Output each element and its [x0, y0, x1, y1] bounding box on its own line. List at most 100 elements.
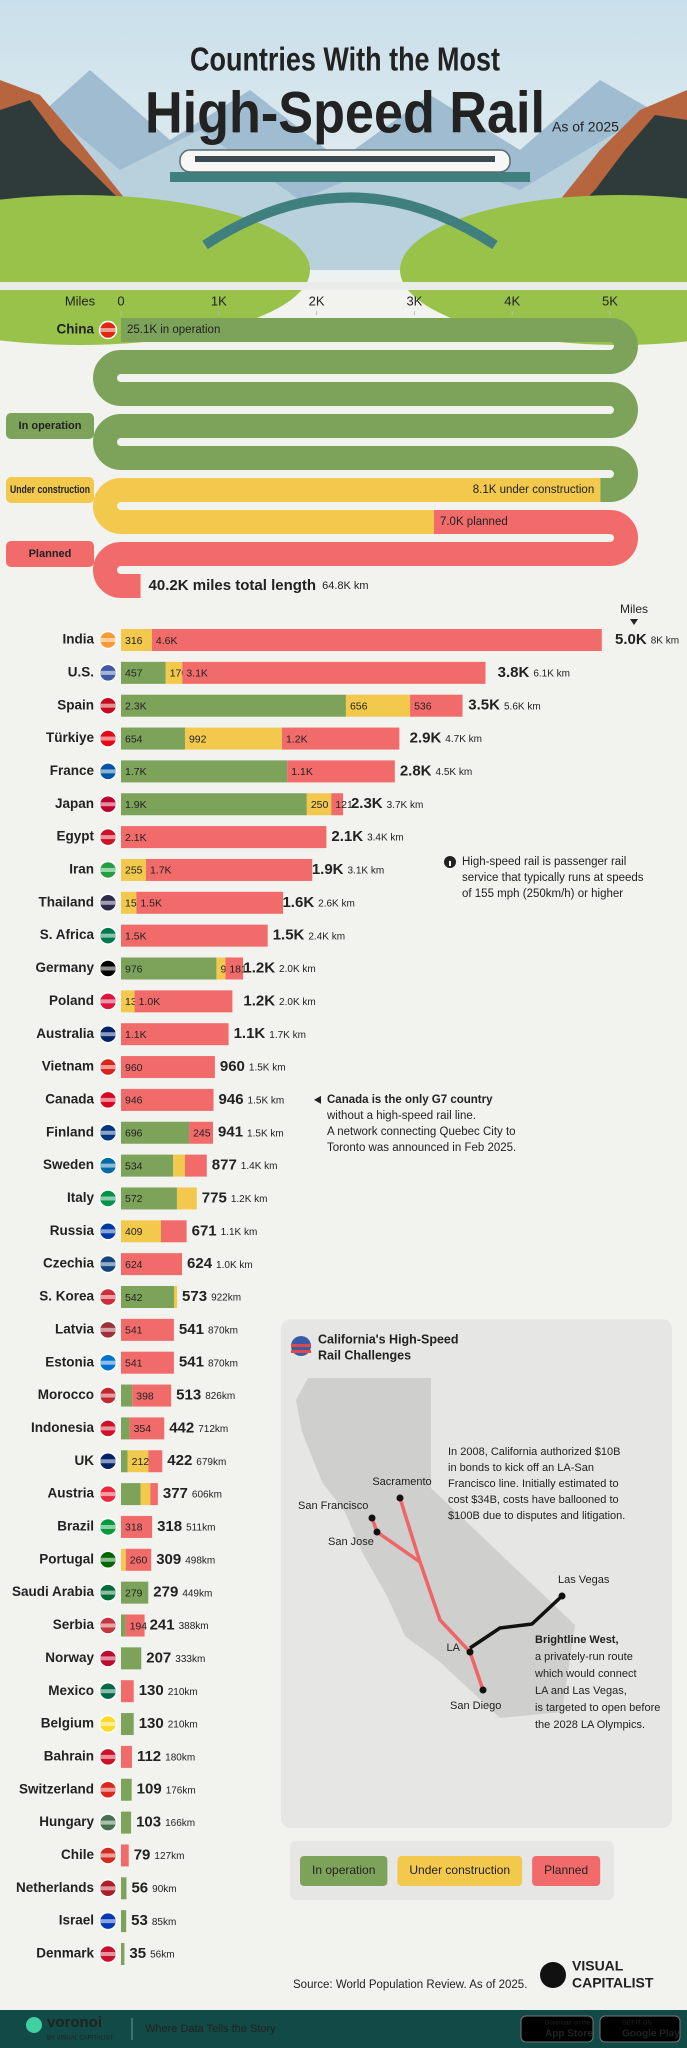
segment-label: 1.7K — [125, 766, 147, 778]
app-store-button[interactable] — [520, 2015, 594, 2043]
flag-band — [100, 670, 116, 675]
segment-label: 260 — [130, 1555, 148, 1567]
total-label: 3.5K — [468, 697, 500, 714]
country-label: Portugal — [39, 1551, 94, 1566]
total-label: 3.8K — [498, 664, 530, 681]
bar-segment — [150, 1483, 158, 1506]
km-label: 3.4K km — [367, 833, 404, 844]
bar-segment — [121, 1351, 174, 1374]
segment-label: 572 — [125, 1193, 143, 1205]
logo-text: CAPITALIST — [572, 1975, 654, 1991]
brightline-line: LA and Las Vegas, — [535, 1685, 627, 1697]
country-label: Belgium — [41, 1716, 94, 1731]
total-label: 671 — [192, 1222, 217, 1239]
bar-segment — [136, 891, 284, 914]
california-title: California's High-Speed — [318, 1332, 459, 1346]
bar-segment — [121, 629, 152, 651]
series-tag — [6, 541, 94, 567]
google-play-button[interactable] — [599, 2015, 681, 2043]
note-line: Canada is the only G7 country — [327, 1094, 493, 1106]
total-label: 2.3K — [351, 795, 383, 812]
x-tick-label: 1K — [211, 293, 227, 308]
bar-turn — [608, 510, 638, 566]
california-text: In 2008, California authorized $10B in b… — [448, 1446, 625, 1522]
bar-segment — [121, 1778, 132, 1801]
bar-segment — [121, 1614, 126, 1637]
total-label: 1.6K — [282, 894, 314, 911]
km-label: 90km — [152, 1884, 176, 1895]
bar-segment — [121, 694, 346, 717]
logo-text: VISUAL — [572, 1958, 624, 1974]
california-text-line: Francisco line. Initially estimated to — [448, 1478, 619, 1490]
flag-band — [100, 1196, 116, 1201]
total-label: 56 — [131, 1879, 148, 1896]
source: Source: World Population Review. As of 2… — [293, 1979, 527, 1991]
total-label: 877 — [212, 1157, 237, 1174]
bar-segment — [140, 1483, 151, 1506]
segment-label: 250 — [311, 799, 329, 811]
flag-band — [100, 1360, 116, 1365]
title-line1: Countries With the Most — [190, 41, 500, 78]
total-label: 442 — [169, 1419, 194, 1436]
km-label: 85km — [152, 1917, 176, 1928]
total-label: 624 — [187, 1255, 213, 1272]
total-label: 941 — [218, 1124, 243, 1141]
country-label: Czechia — [43, 1256, 95, 1271]
flag-band — [100, 638, 116, 642]
segment-label: 2.1K — [125, 832, 147, 844]
total-label: 1.2K — [243, 992, 275, 1009]
country-label: Italy — [67, 1190, 95, 1205]
segment-label: 1.1K — [125, 1029, 147, 1041]
bar-segment — [331, 793, 344, 816]
total-label: 1.9K — [312, 861, 344, 878]
segment-label: 3.1K — [186, 668, 208, 680]
country-label: Serbia — [53, 1617, 95, 1632]
brightline-line: which would connect — [534, 1668, 637, 1680]
segment-label: 536 — [414, 700, 432, 712]
bar-segment — [121, 478, 601, 502]
country-label: S. Africa — [40, 927, 95, 942]
country-label: Denmark — [36, 1946, 94, 1961]
country-label: India — [62, 632, 94, 647]
country-label: Israel — [59, 1913, 94, 1928]
segment-label: 541 — [125, 1325, 143, 1337]
header-base — [0, 282, 687, 290]
bar-segment — [121, 446, 610, 470]
flag-band — [100, 835, 116, 840]
segment-label: 992 — [189, 733, 207, 745]
km-label: 826km — [205, 1391, 235, 1402]
segment-label: 624 — [125, 1259, 143, 1271]
train-windows — [195, 156, 495, 162]
total-label: 112 — [137, 1748, 161, 1765]
km-label: 180km — [165, 1753, 195, 1764]
bar-segment — [121, 1384, 133, 1407]
bar-segment — [182, 661, 486, 684]
km-label: 1.7K km — [269, 1030, 306, 1041]
total-label: 241 — [150, 1616, 175, 1633]
bar-segment — [121, 1548, 126, 1571]
total-label: 513 — [176, 1387, 201, 1404]
bar-segment — [121, 318, 610, 342]
country-label: Mexico — [48, 1683, 94, 1698]
california-text-line: $100B due to disputes and litigation. — [448, 1510, 625, 1522]
footer-byline: BY VISUAL CAPITALIST — [47, 2036, 114, 2042]
legend-label: Planned — [544, 1863, 588, 1877]
bar-segment — [306, 793, 332, 816]
flag-band — [100, 999, 116, 1004]
total-label: 1.1K — [234, 1025, 266, 1042]
flag-band — [100, 703, 116, 708]
bar-turn — [93, 350, 123, 406]
bar-turn — [93, 478, 123, 534]
bar-segment — [121, 1943, 125, 1965]
bar-segment — [121, 1745, 132, 1768]
km-label: 1.2K km — [231, 1194, 268, 1205]
bar-segment — [121, 661, 166, 684]
bar-segment — [121, 1515, 153, 1538]
brightline-line: is targeted to open before — [535, 1702, 660, 1714]
km-label: 4.7K km — [445, 734, 482, 745]
km-label: 2.0K km — [279, 997, 316, 1008]
bridge-arch — [202, 192, 498, 250]
flag-band — [100, 769, 116, 774]
country-label: France — [50, 763, 95, 778]
segment-label: 457 — [125, 668, 143, 680]
